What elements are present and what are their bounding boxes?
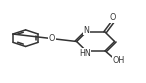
Text: O: O — [110, 13, 116, 22]
Text: N: N — [83, 26, 89, 35]
Text: O: O — [49, 34, 55, 43]
Text: HN: HN — [79, 49, 91, 58]
Text: OH: OH — [113, 56, 125, 65]
